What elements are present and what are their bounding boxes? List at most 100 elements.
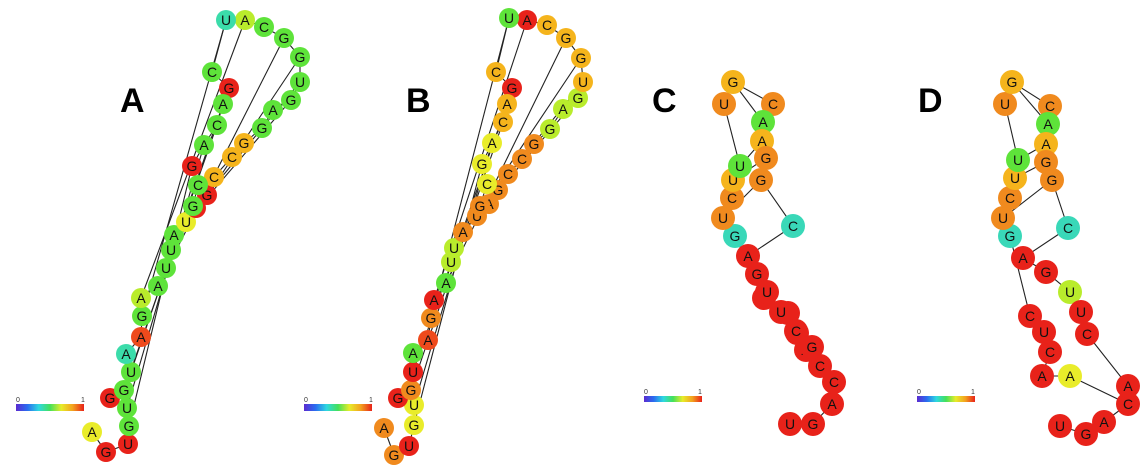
nucleotide-letter: G [389,447,400,463]
nucleotide-c: C [254,17,274,37]
nucleotide-circle [116,344,136,364]
nucleotide-a: A [517,10,537,30]
nucleotide-u: U [156,258,176,278]
color-scale-c: 0 1 [644,389,702,402]
nucleotide-letter: C [503,166,513,182]
nucleotide-circle [553,99,573,119]
nucleotide-g: G [472,154,492,174]
nucleotide-circle [1056,216,1080,240]
nucleotide-circle [1075,322,1099,346]
nucleotide-a: A [553,99,573,119]
nucleotide-c: C [784,319,808,343]
nucleotide-letter: C [207,64,217,80]
nucleotide-letter: G [1007,74,1018,90]
nucleotide-letter: C [1082,326,1092,342]
nucleotide-circle [993,92,1017,116]
nucleotide-circle [781,214,805,238]
nucleotide-letter: U [1065,284,1075,300]
panel-label-c: C [652,82,677,120]
nucleotide-c: C [1038,340,1062,364]
nucleotide-letter: U [578,74,588,90]
nucleotide-g: G [556,28,576,48]
nucleotide-letter: U [1076,304,1086,320]
nucleotide-g: G [754,146,778,170]
nucleotide-letter: U [449,240,459,256]
nucleotide-circle [800,335,824,359]
nucleotide-circle [1092,410,1116,434]
nucleotide-g: G [470,196,490,216]
nucleotide-circle [568,88,588,108]
nucleotide-letter: C [1005,190,1015,206]
nucleotide-circle [1048,414,1072,438]
nucleotide-a: A [263,100,283,120]
nucleotide-c: C [808,354,832,378]
nucleotide-a: A [82,422,102,442]
nucleotide-letter: G [475,198,486,214]
nucleotide-letter: C [1063,220,1073,236]
nucleotide-letter: U [735,158,745,174]
nucleotide-u: U [1003,166,1027,190]
nucleotide-circle [745,262,769,286]
nucleotide-circle [182,156,202,176]
nucleotide-circle [1034,260,1058,284]
nucleotide-a: A [418,330,438,350]
nucleotide-letter: U [1010,170,1020,186]
nucleotide-circle [1058,280,1082,304]
nucleotide-circle [571,48,591,68]
nucleotide-g: G [234,133,254,153]
nucleotide-c: C [222,147,242,167]
nucleotide-letter: U [728,172,738,188]
nucleotide-letter: G [808,416,819,432]
nucleotide-circle [453,222,473,242]
nucleotide-letter: G [1081,426,1092,442]
panel-label-d: D [918,82,943,120]
nucleotide-circle [998,186,1022,210]
nucleotide-letter: C [498,114,508,130]
nucleotide-circle [1058,364,1082,388]
nucleotide-u: U [290,72,310,92]
nucleotide-g: G [801,412,825,436]
nucleotide-circle [399,436,419,456]
nucleotide-circle [1030,364,1054,388]
nucleotide-circle [728,154,752,178]
nucleotide-circle [778,412,802,436]
nucleotide-g: G [998,224,1022,248]
nucleotide-circle [502,78,522,98]
nucleotide-letter: U [404,438,414,454]
nucleotide-g: G [721,70,745,94]
nucleotide-circle [188,175,208,195]
nucleotide-letter: G [188,198,199,214]
nucleotide-circle [254,17,274,37]
nucleotide-g: G [421,308,441,328]
nucleotide-u: U [728,154,752,178]
nucleotide-letter: G [730,228,741,244]
nucleotide-circle [749,168,773,192]
nucleotide-letter: G [224,80,235,96]
nucleotide-letter: A [240,12,250,28]
nucleotide-circle [131,288,151,308]
nucleotide-c: C [1018,304,1042,328]
nucleotide-circle [721,70,745,94]
nucleotide-circle [1038,340,1062,364]
nucleotide-circle [235,10,255,30]
nucleotide-circle [998,224,1022,248]
nucleotide-letter: G [1005,228,1016,244]
nucleotide-a: A [1036,112,1060,136]
nucleotide-u: U [573,72,593,92]
nucleotide-letter: G [279,30,290,46]
nucleotide-letter: C [1045,344,1055,360]
nucleotide-letter: A [827,396,837,412]
nucleotide-circle [754,146,778,170]
nucleotide-letter: G [426,310,437,326]
nucleotide-letter: A [1041,136,1051,152]
nucleotide-g: G [96,442,116,462]
nucleotide-circle [1116,392,1140,416]
nucleotide-a: A [374,418,394,438]
nucleotide-g: G [800,335,824,359]
structure-panel-a: AGUGUGGUAAGAAUUAUAGCCGGAGUGGCAUCGACAGCG [82,10,310,462]
nucleotide-letter: A [1018,250,1028,266]
nucleotide-letter: G [761,150,772,166]
nucleotide-u: U [117,398,137,418]
nucleotide-circle [470,196,490,216]
nucleotide-circle [472,154,492,174]
